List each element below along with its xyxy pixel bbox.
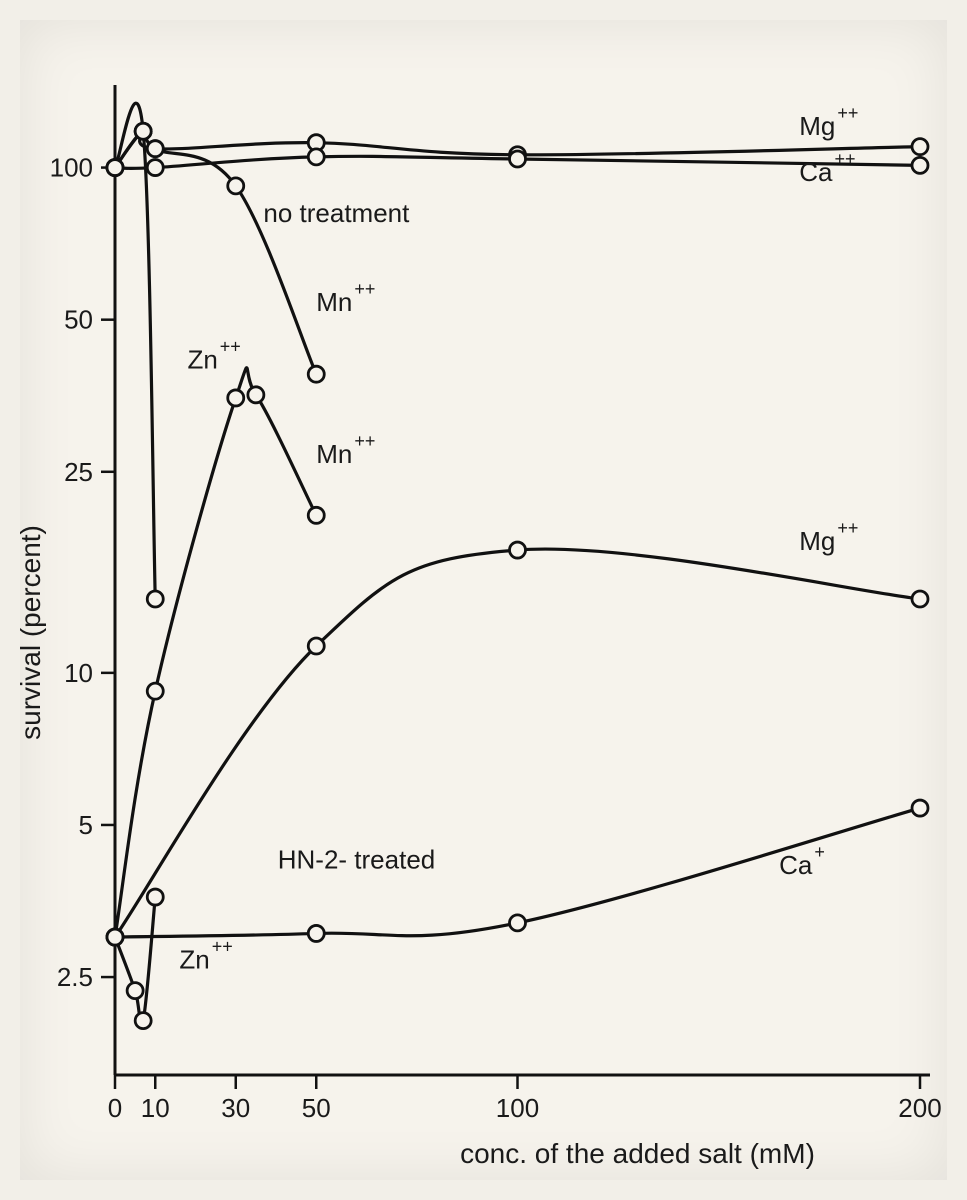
- series-zn_no-point: [107, 160, 123, 176]
- series-ca_no-point: [912, 157, 928, 173]
- series-label-mn_hn2: Mn++: [316, 431, 375, 469]
- x-tick-label: 50: [302, 1093, 331, 1123]
- y-tick-label: 25: [64, 457, 93, 487]
- series-label-ca_no: Ca++: [799, 149, 855, 187]
- series-mn_no-point: [147, 141, 163, 157]
- series-mg_hn2-point: [510, 542, 526, 558]
- x-tick-label: 0: [108, 1093, 122, 1123]
- y-tick-label: 10: [64, 658, 93, 688]
- series-mn_hn2-point: [308, 507, 324, 523]
- series-zn_hn2-point: [107, 929, 123, 945]
- series-label-zn_hn2: Zn++: [179, 936, 232, 974]
- series-label-mg_hn2: Mg++: [799, 518, 858, 556]
- y-tick-label: 50: [64, 305, 93, 335]
- y-tick-label: 2.5: [57, 962, 93, 992]
- series-zn_no: [115, 103, 155, 599]
- y-tick-label: 100: [50, 153, 93, 183]
- series-ca_no-point: [510, 151, 526, 167]
- series-zn_no-point: [135, 123, 151, 139]
- series-ca_hn2-point: [308, 925, 324, 941]
- y-axis-label: survival (percent): [15, 525, 46, 740]
- annotation: no treatment: [263, 198, 410, 228]
- x-tick-label: 100: [496, 1093, 539, 1123]
- series-ca_hn2-point: [912, 800, 928, 816]
- series-zn_hn2: [115, 897, 155, 1025]
- series-mg_hn2-point: [912, 591, 928, 607]
- series-zn_no-point: [147, 591, 163, 607]
- y-tick-label: 5: [79, 810, 93, 840]
- x-tick-label: 30: [221, 1093, 250, 1123]
- x-tick-label: 10: [141, 1093, 170, 1123]
- annotation: HN-2- treated: [278, 845, 436, 875]
- series-mn_no-point: [308, 366, 324, 382]
- series-zn_hn2-point: [135, 1013, 151, 1029]
- series-mg_hn2-point: [308, 638, 324, 654]
- x-tick-label: 200: [898, 1093, 941, 1123]
- series-mn_hn2-point: [228, 390, 244, 406]
- series-label-mn_no: Mn++: [316, 279, 375, 317]
- series-mn_hn2-point: [248, 387, 264, 403]
- x-axis-label: conc. of the added salt (mM): [460, 1138, 815, 1169]
- series-ca_no-point: [147, 160, 163, 176]
- series-ca_no-point: [308, 149, 324, 165]
- series-mn_no-point: [228, 178, 244, 194]
- series-zn_hn2-point: [127, 983, 143, 999]
- series-label-zn_no: Zn++: [187, 337, 240, 375]
- series-label-mg_no: Mg++: [799, 103, 858, 141]
- series-mn_hn2-point: [147, 683, 163, 699]
- series-ca_hn2-point: [510, 915, 526, 931]
- series-mg_no-point: [912, 139, 928, 155]
- series-zn_hn2-point: [147, 889, 163, 905]
